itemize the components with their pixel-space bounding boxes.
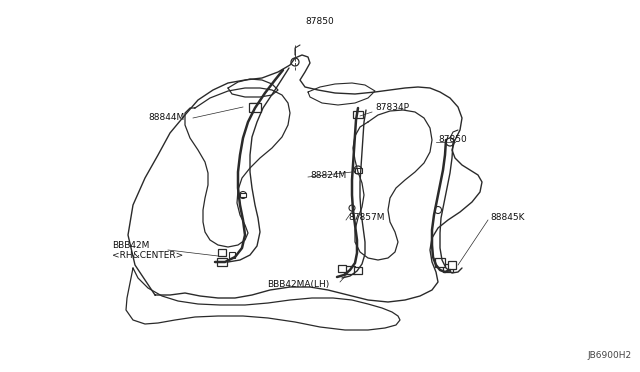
Circle shape — [354, 166, 362, 174]
Circle shape — [435, 206, 442, 214]
FancyBboxPatch shape — [240, 193, 246, 197]
Circle shape — [349, 205, 355, 211]
Text: BBB42MA(LH): BBB42MA(LH) — [267, 280, 329, 289]
FancyBboxPatch shape — [338, 264, 346, 272]
FancyBboxPatch shape — [345, 266, 355, 274]
Circle shape — [291, 58, 299, 66]
Circle shape — [446, 138, 454, 146]
FancyBboxPatch shape — [353, 110, 363, 118]
FancyBboxPatch shape — [355, 167, 362, 173]
FancyBboxPatch shape — [250, 103, 260, 111]
FancyBboxPatch shape — [218, 248, 226, 256]
FancyBboxPatch shape — [435, 257, 445, 266]
Text: 88824M: 88824M — [310, 170, 346, 180]
Text: 87850: 87850 — [438, 135, 467, 144]
FancyBboxPatch shape — [448, 261, 456, 269]
Text: BBB42M: BBB42M — [112, 241, 149, 250]
Text: 87850: 87850 — [305, 17, 333, 26]
Text: 87834P: 87834P — [375, 103, 409, 112]
Text: 88844M: 88844M — [148, 113, 184, 122]
Circle shape — [239, 192, 246, 199]
Text: 87857M: 87857M — [348, 214, 385, 222]
Text: 88845K: 88845K — [490, 214, 525, 222]
FancyBboxPatch shape — [249, 103, 261, 112]
FancyBboxPatch shape — [354, 266, 362, 273]
FancyBboxPatch shape — [217, 258, 227, 266]
FancyBboxPatch shape — [443, 264, 453, 272]
Text: JB6900H2: JB6900H2 — [588, 351, 632, 360]
Text: <RH&CENTER>: <RH&CENTER> — [112, 251, 183, 260]
FancyBboxPatch shape — [229, 252, 235, 258]
